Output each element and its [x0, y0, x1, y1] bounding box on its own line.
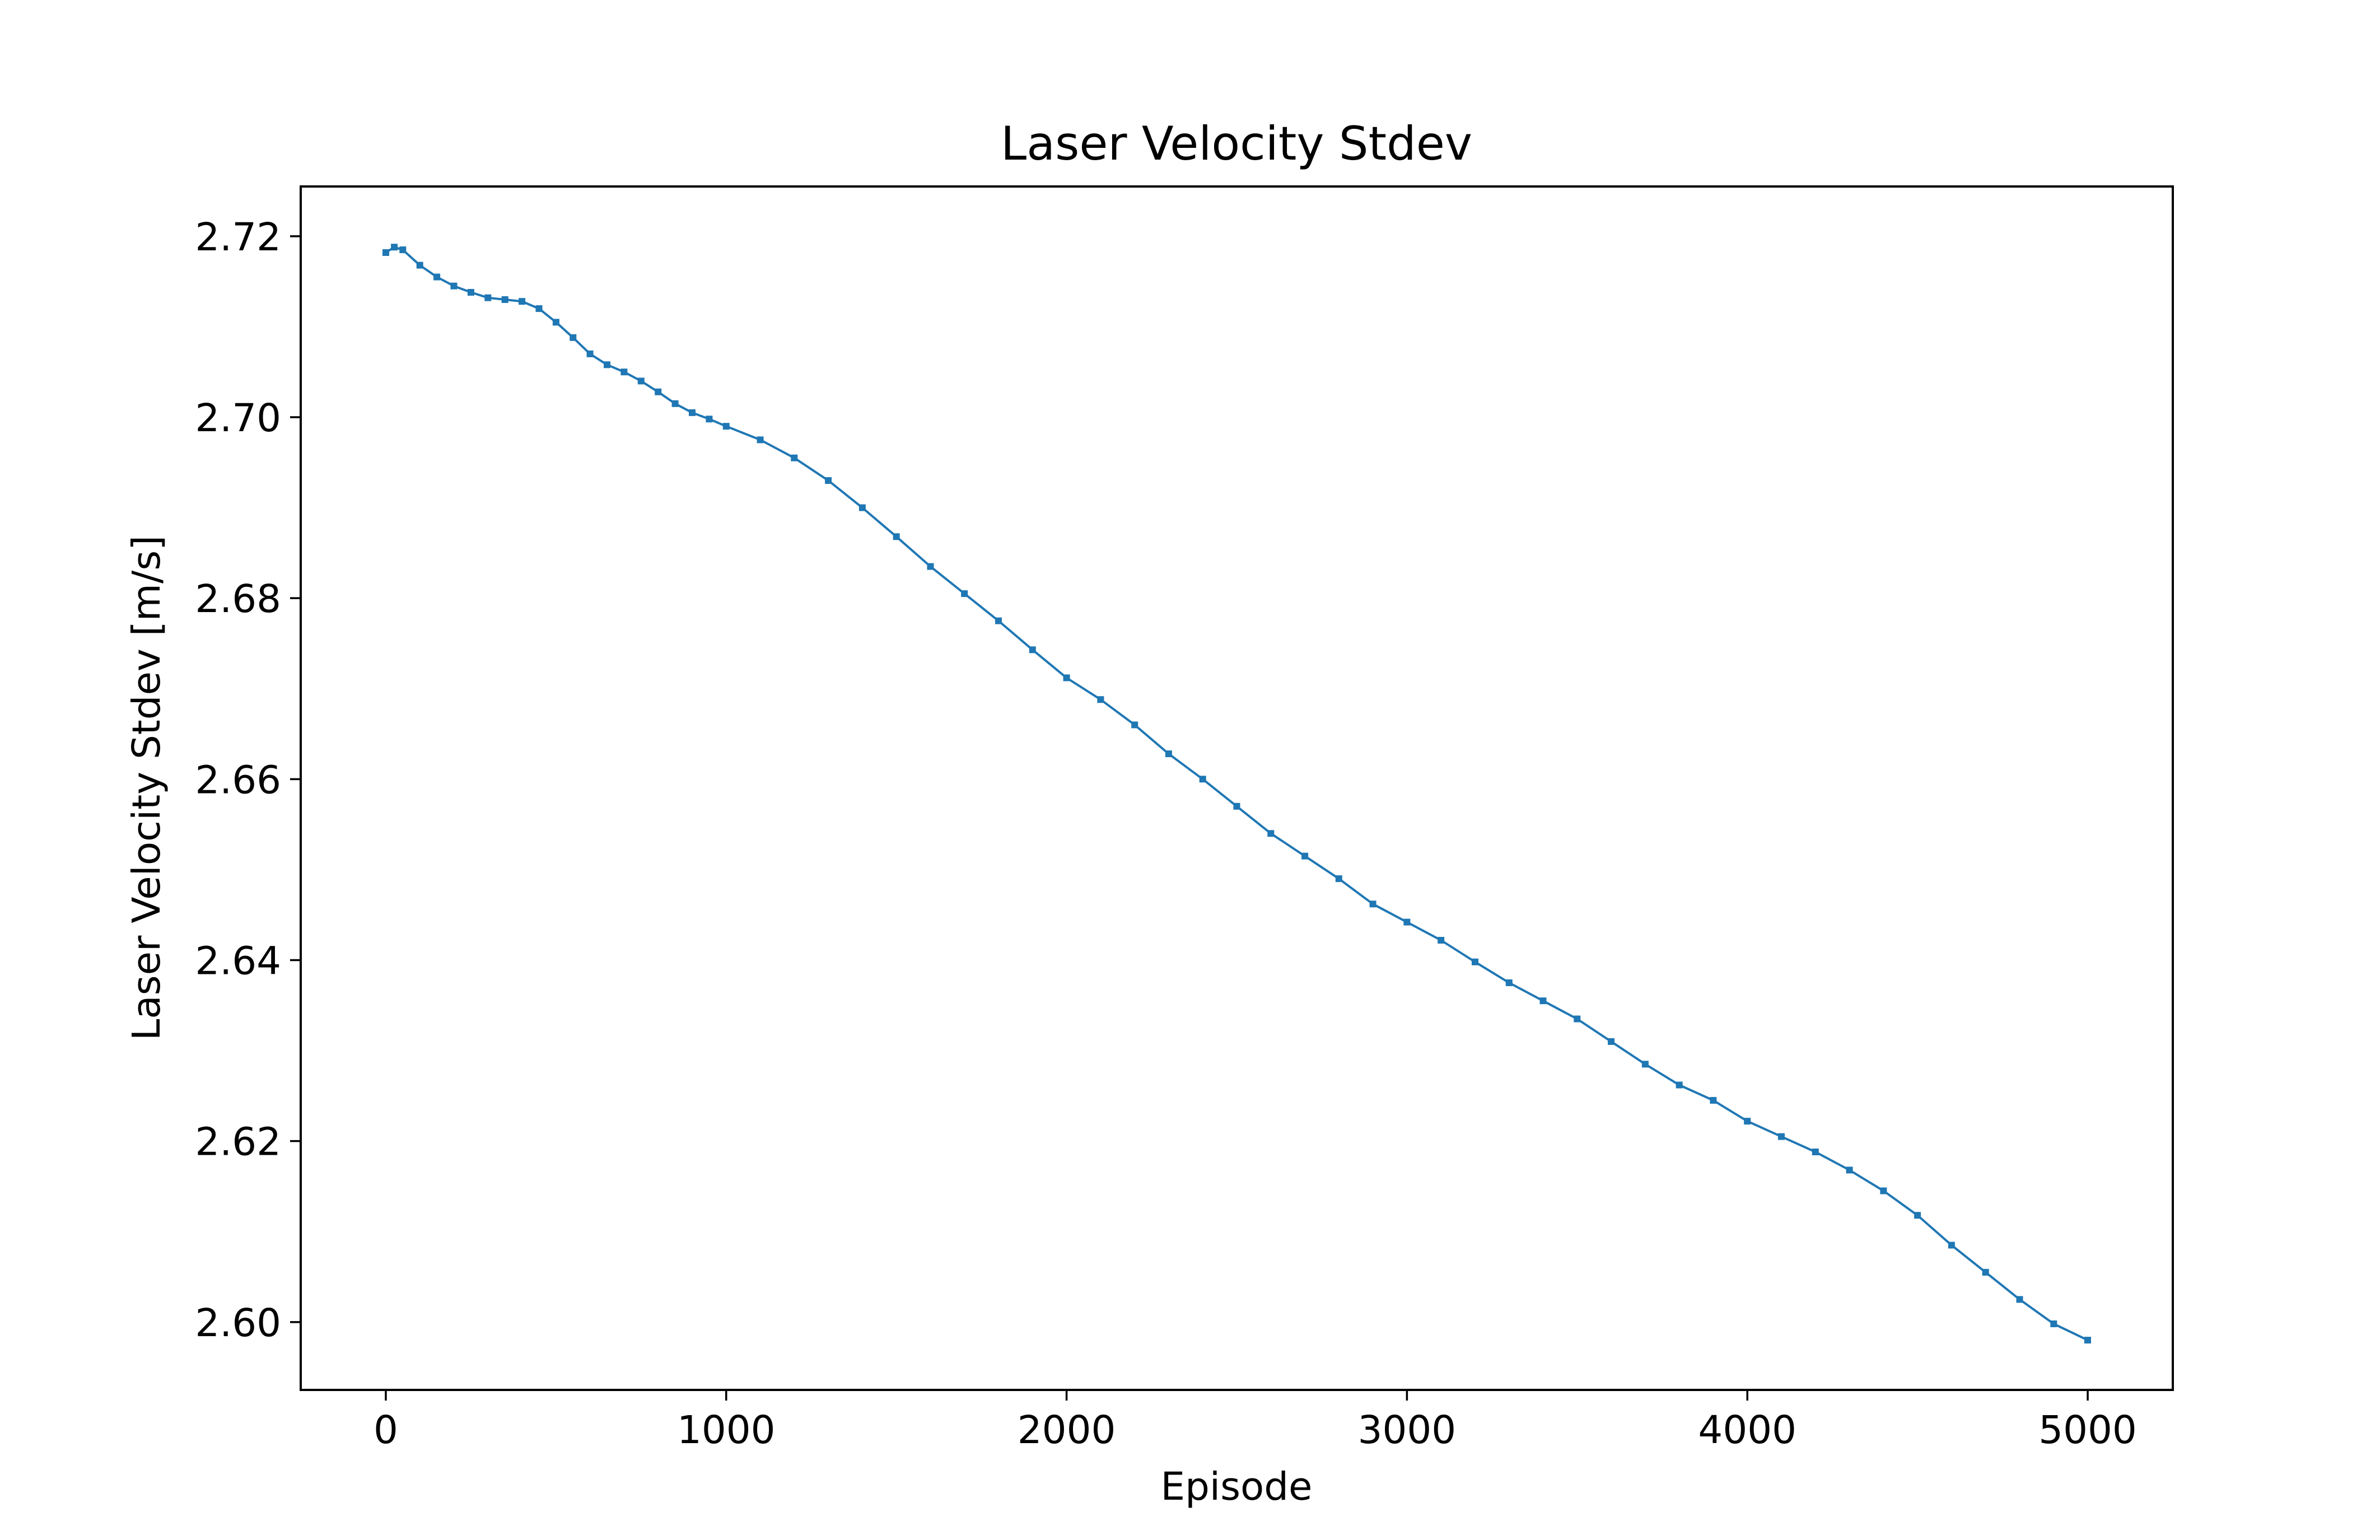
- data-point: [2084, 1337, 2091, 1344]
- data-point: [671, 400, 679, 407]
- data-point: [1608, 1038, 1615, 1045]
- data-point: [1676, 1081, 1683, 1089]
- data-point: [825, 477, 832, 484]
- y-tick-label: 2.60: [195, 1301, 281, 1346]
- x-tick-label: 0: [374, 1408, 398, 1453]
- plot-frame: [300, 185, 2174, 1391]
- data-point: [1539, 997, 1547, 1005]
- data-point: [757, 436, 764, 444]
- y-tick-label: 2.66: [195, 758, 281, 802]
- data-point: [501, 296, 508, 303]
- data-point: [1335, 875, 1342, 883]
- data-point: [1097, 696, 1104, 703]
- data-point: [519, 298, 526, 305]
- data-point: [858, 504, 866, 511]
- data-point: [1301, 852, 1309, 860]
- data-point: [1914, 1212, 1921, 1219]
- data-point: [450, 282, 458, 290]
- data-point: [2016, 1296, 2023, 1303]
- data-point: [1472, 958, 1478, 965]
- data-point: [1982, 1268, 1989, 1276]
- y-tick-label: 2.70: [195, 396, 281, 441]
- data-point: [416, 262, 423, 269]
- data-point: [433, 273, 441, 281]
- y-axis-label: Laser Velocity Stdev [m/s]: [124, 535, 169, 1040]
- data-point: [391, 244, 398, 251]
- data-point: [1063, 674, 1070, 682]
- x-tick-label: 3000: [1358, 1408, 1457, 1453]
- x-axis-label: Episode: [1161, 1464, 1313, 1509]
- x-tick-label: 2000: [1018, 1408, 1116, 1453]
- data-point: [1233, 802, 1240, 810]
- data-point: [1948, 1242, 1955, 1249]
- data-point: [467, 289, 474, 296]
- x-tick-label: 1000: [677, 1408, 776, 1453]
- y-tick-label: 2.72: [195, 215, 281, 260]
- data-point: [706, 416, 713, 423]
- data-point: [961, 590, 968, 598]
- data-point: [927, 563, 934, 570]
- data-point: [722, 423, 730, 430]
- data-point: [1403, 918, 1411, 926]
- data-point: [1880, 1187, 1887, 1194]
- data-point: [1029, 646, 1036, 654]
- data-point: [1131, 721, 1138, 729]
- data-point: [620, 368, 628, 376]
- data-point: [1505, 979, 1513, 986]
- data-point: [893, 533, 900, 540]
- data-point: [586, 350, 594, 357]
- data-point: [484, 294, 492, 301]
- plot-area: 0 1000 2000 3000 4000 5000 2.60 2.62 2.64 2.66 2.6…: [195, 185, 2174, 1453]
- data-point: [1438, 937, 1445, 944]
- data-point: [1846, 1166, 1853, 1174]
- data-point: [1710, 1096, 1717, 1104]
- y-tick-label: 2.62: [195, 1120, 281, 1165]
- data-point: [1812, 1149, 1819, 1155]
- data-point: [399, 246, 407, 254]
- data-point: [1199, 776, 1206, 783]
- data-point: [689, 409, 696, 416]
- data-point: [1369, 900, 1376, 908]
- data-point: [655, 388, 662, 395]
- data-point: [2050, 1320, 2057, 1327]
- data-point: [1641, 1061, 1649, 1068]
- data-point: [570, 334, 577, 341]
- y-tick-label: 2.64: [195, 939, 281, 984]
- data-point: [1165, 750, 1172, 758]
- data-point: [1778, 1133, 1785, 1140]
- data-point: [995, 617, 1002, 624]
- x-tick-label: 4000: [1698, 1408, 1796, 1453]
- data-point: [1574, 1015, 1581, 1023]
- data-point: [535, 305, 543, 312]
- chart-title: Laser Velocity Stdev: [1001, 116, 1472, 171]
- data-point: [1744, 1118, 1751, 1125]
- data-point: [637, 377, 645, 385]
- data-point: [1267, 830, 1275, 837]
- data-point: [382, 249, 389, 256]
- x-tick-label: 5000: [2038, 1408, 2137, 1453]
- y-tick-label: 2.68: [195, 577, 281, 622]
- data-point: [552, 319, 559, 326]
- data-point: [604, 361, 610, 368]
- data-point: [791, 454, 798, 461]
